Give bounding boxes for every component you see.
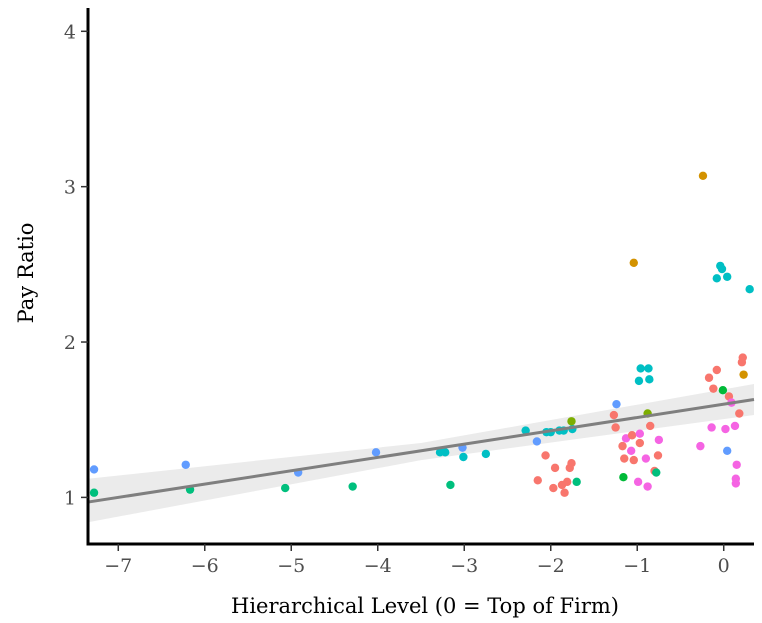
data-point [644,364,653,373]
data-point [441,448,450,457]
data-point [371,448,381,457]
y-tick-label: 4 [64,21,76,43]
x-tick-label: −4 [364,555,392,577]
data-point [620,454,629,463]
data-point [653,451,663,460]
x-tick-label: −5 [277,555,305,577]
data-point [721,424,730,434]
data-point [629,258,638,267]
data-point [626,446,636,455]
confidence-band-layer [88,383,754,523]
data-point [348,482,357,491]
data-point [722,446,732,455]
data-point [738,353,747,362]
data-point [712,274,722,283]
data-point [698,171,708,180]
data-point [572,477,581,487]
data-point [654,435,664,445]
data-point [612,399,621,409]
x-tick-label: −7 [104,555,132,577]
data-point [745,285,754,294]
points-layer [89,171,754,497]
data-point [560,488,569,497]
y-tick-label: 2 [64,332,76,354]
data-point [627,431,637,440]
data-point [611,423,620,432]
x-tick-label: −6 [191,555,219,577]
x-tick-label: −1 [623,555,651,577]
data-point [707,423,716,432]
data-point [281,483,290,493]
data-point [619,472,628,482]
data-point [567,417,576,426]
data-point [532,437,542,446]
y-tick-label: 3 [64,177,76,199]
fit-line-layer [87,398,755,504]
data-point [549,483,558,493]
data-point [732,460,741,469]
data-point [89,465,99,474]
data-point [635,438,645,448]
data-point [459,452,468,462]
data-point [712,365,722,375]
data-point [646,421,655,431]
x-tick-label: 0 [718,555,730,577]
data-point [739,370,748,379]
ticks-layer: −7 −6 −5 −4 −3 −2 −1 0 1 2 3 4 [64,21,730,577]
data-point [643,482,652,491]
data-point [533,476,542,485]
fit-line [87,398,755,504]
confidence-band [88,383,754,523]
y-tick-label: 1 [64,487,76,509]
data-point [618,441,627,451]
data-point [709,384,718,393]
data-point [636,364,645,373]
data-point [641,454,651,463]
x-axis-title: Hierarchical Level (0 = Top of Firm) [231,594,619,618]
data-point [609,410,619,420]
data-point [634,376,644,386]
axes-layer [86,8,754,546]
data-point [635,429,645,438]
data-point [89,488,99,497]
x-tick-label: −2 [537,555,565,577]
data-point [521,426,530,435]
data-point [735,409,744,418]
data-point [562,477,572,487]
data-point [550,463,560,473]
data-point [722,272,732,281]
data-point [446,480,455,490]
data-point [696,441,705,451]
data-point [652,468,661,477]
x-tick-label: −3 [450,555,478,577]
data-point [541,451,550,460]
data-point [481,449,491,459]
data-point [645,375,654,384]
data-point [704,373,714,382]
data-point [717,264,727,274]
y-axis-title: Pay Ratio [14,223,38,324]
data-point [731,479,741,488]
data-point [567,459,576,468]
data-point [629,455,638,465]
data-point [633,477,643,487]
data-point [730,421,740,431]
data-point [718,385,728,395]
data-point [181,460,190,469]
